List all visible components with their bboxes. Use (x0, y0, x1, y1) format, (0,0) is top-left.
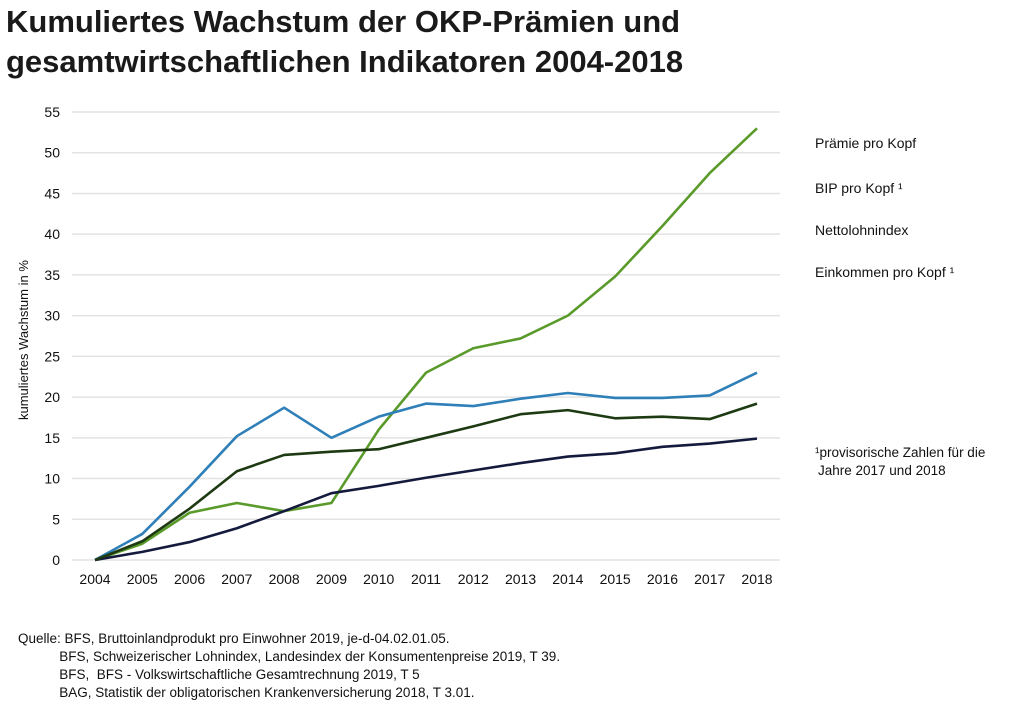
y-tick-label: 0 (52, 552, 60, 568)
footnote-line: Jahre 2017 und 2018 (818, 463, 946, 478)
x-tick-label: 2009 (316, 571, 347, 587)
y-tick-label: 45 (44, 185, 60, 201)
source-notes: Quelle: BFS, Bruttoinlandprodukt pro Ein… (18, 630, 560, 702)
chart-title: Kumuliertes Wachstum der OKP-Prämien und… (6, 4, 684, 79)
y-tick-label: 30 (44, 308, 60, 324)
series-line (94, 402, 758, 562)
y-tick-label: 40 (44, 226, 60, 242)
series-line (94, 127, 758, 562)
x-tick-label: 2018 (741, 571, 772, 587)
legend-item: BIP pro Kopf ¹ (815, 180, 903, 196)
x-tick-label: 2008 (269, 571, 300, 587)
legend-item: Prämie pro Kopf (815, 135, 917, 151)
x-tick-label: 2007 (221, 571, 252, 587)
x-tick-label: 2013 (505, 571, 536, 587)
x-tick-label: 2006 (174, 571, 205, 587)
y-tick-label: 5 (52, 511, 60, 527)
x-tick-label: 2005 (127, 571, 158, 587)
legend-item: Nettolohnindex (815, 222, 909, 238)
y-tick-label: 50 (44, 145, 60, 161)
x-tick-label: 2016 (647, 571, 678, 587)
x-tick-label: 2004 (79, 571, 110, 587)
x-tick-label: 2014 (552, 571, 583, 587)
y-tick-label: 20 (44, 389, 60, 405)
source-line: BFS, Schweizerischer Lohnindex, Landesin… (18, 649, 561, 664)
x-tick-label: 2010 (363, 571, 394, 587)
line-chart: 0 5 10 15 20 25 30 35 40 45 50 55 2004 2005 2006 2007 20… (44, 104, 780, 587)
x-tick-label: 2015 (600, 571, 631, 587)
y-tick-label: 25 (44, 348, 60, 364)
y-tick-label: 15 (44, 430, 60, 446)
footnote: ¹provisorische Zahlen für die Jahre 2017… (815, 444, 985, 480)
x-tick-label: 2011 (411, 571, 441, 587)
y-tick-label: 10 (44, 471, 60, 487)
x-tick-label: 2017 (694, 571, 725, 587)
y-tick-label: 55 (44, 104, 60, 120)
source-line: Quelle: BFS, Bruttoinlandprodukt pro Ein… (18, 631, 450, 646)
footnote-line: ¹provisorische Zahlen für die (815, 445, 986, 460)
legend-item: Einkommen pro Kopf ¹ (815, 264, 955, 280)
y-tick-label: 35 (44, 267, 60, 283)
series-line (94, 371, 758, 562)
source-line: BAG, Statistik der obligatorischen Krank… (18, 685, 475, 700)
x-tick-label: 2012 (458, 571, 489, 587)
y-axis-label: kumuliertes Wachstum in % (16, 260, 31, 420)
series-line (94, 437, 758, 562)
source-line: BFS, BFS - Volkswirtschaftliche Gesamtre… (18, 667, 420, 682)
